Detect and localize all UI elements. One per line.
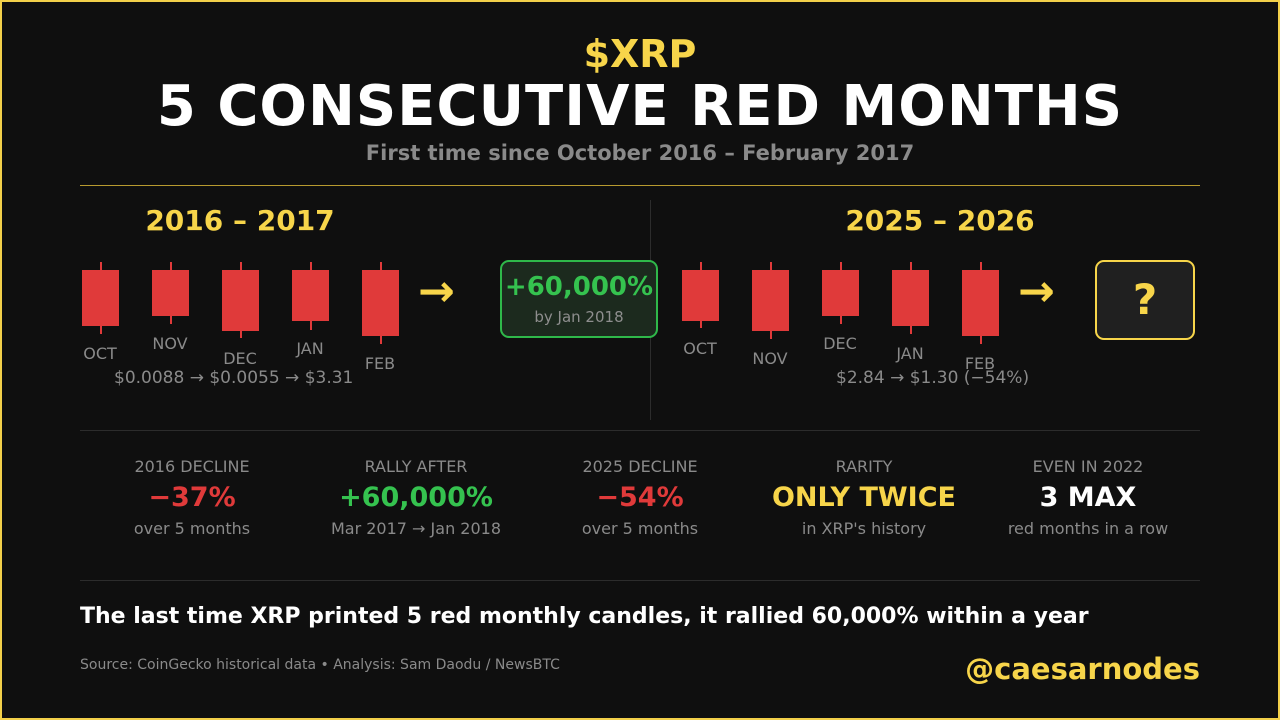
rally-result-caption: by Jan 2018: [534, 308, 624, 326]
right-month-label: OCT: [683, 339, 717, 358]
stat-2025-decline: 2025 DECLINE −54% over 5 months: [530, 456, 750, 540]
ticker-label: $XRP: [583, 32, 697, 76]
candle-2025-oct: [682, 262, 719, 328]
stat-caption: over 5 months: [133, 519, 251, 538]
stat-caption: red months in a row: [1007, 519, 1169, 538]
stat-label: 2016 DECLINE: [134, 457, 250, 476]
stat-value: ONLY TWICE: [771, 482, 956, 513]
headline-title: 5 CONSECUTIVE RED MONTHS: [156, 74, 1124, 139]
author-handle: @caesarnodes: [965, 652, 1200, 686]
unknown-result-box: ?: [1095, 260, 1195, 340]
left-month-label: NOV: [152, 334, 188, 353]
stat-caption: in XRP's history: [801, 519, 927, 538]
stat-value: +60,000%: [339, 482, 493, 513]
stat-caption: Mar 2017 → Jan 2018: [330, 519, 502, 538]
right-month-label: NOV: [752, 349, 788, 368]
stat-rally-after: RALLY AFTER +60,000% Mar 2017 → Jan 2018: [306, 456, 526, 540]
candle-2026-feb: [962, 262, 999, 344]
candle-2016-dec: [222, 262, 259, 338]
stat-label: EVEN IN 2022: [1032, 457, 1144, 476]
stat-value: −54%: [596, 482, 684, 513]
tagline: The last time XRP printed 5 red monthly …: [80, 604, 1089, 629]
stat-rarity: RARITY ONLY TWICE in XRP's history: [754, 456, 974, 540]
section-divider: [80, 430, 1200, 431]
left-month-label: OCT: [83, 344, 117, 363]
stat-2016-decline: 2016 DECLINE −37% over 5 months: [82, 456, 302, 540]
stat-label: RALLY AFTER: [364, 457, 468, 476]
stat-label: 2025 DECLINE: [582, 457, 698, 476]
stat-value: 3 MAX: [1039, 482, 1137, 513]
right-month-label: JAN: [896, 344, 924, 363]
left-price-path: $0.0088 → $0.0055 → $3.31: [114, 368, 354, 388]
headline-subtitle: First time since October 2016 – February…: [365, 141, 915, 165]
left-month-label: DEC: [223, 349, 257, 368]
right-month-label: DEC: [823, 334, 857, 353]
candle-2025-dec: [822, 262, 859, 324]
source-credit: Source: CoinGecko historical data • Anal…: [80, 657, 560, 673]
candle-2017-jan: [292, 262, 329, 330]
left-period-label: 2016 – 2017: [145, 204, 335, 237]
footer-divider: [80, 580, 1200, 581]
stat-caption: over 5 months: [581, 519, 699, 538]
left-arrow-icon: →: [418, 266, 455, 317]
left-month-label: JAN: [296, 339, 324, 358]
right-arrow-icon: →: [1018, 266, 1055, 317]
right-period-label: 2025 – 2026: [845, 204, 1035, 237]
stat-value: −37%: [148, 482, 236, 513]
rally-result-box: +60,000% by Jan 2018: [500, 260, 658, 338]
candle-2016-oct: [82, 262, 119, 334]
stat-label: RARITY: [835, 457, 893, 476]
candle-2017-feb: [362, 262, 399, 344]
header-divider: [80, 185, 1200, 186]
right-price-path: $2.84 → $1.30 (−54%): [836, 368, 1030, 388]
candle-2016-nov: [152, 262, 189, 324]
left-month-label: FEB: [364, 354, 396, 373]
rally-result-value: +60,000%: [504, 272, 654, 302]
candle-2026-jan: [892, 262, 929, 334]
stat-even-in-2022: EVEN IN 2022 3 MAX red months in a row: [978, 456, 1198, 540]
right-month-label: FEB: [964, 354, 996, 373]
candle-2025-nov: [752, 262, 789, 339]
